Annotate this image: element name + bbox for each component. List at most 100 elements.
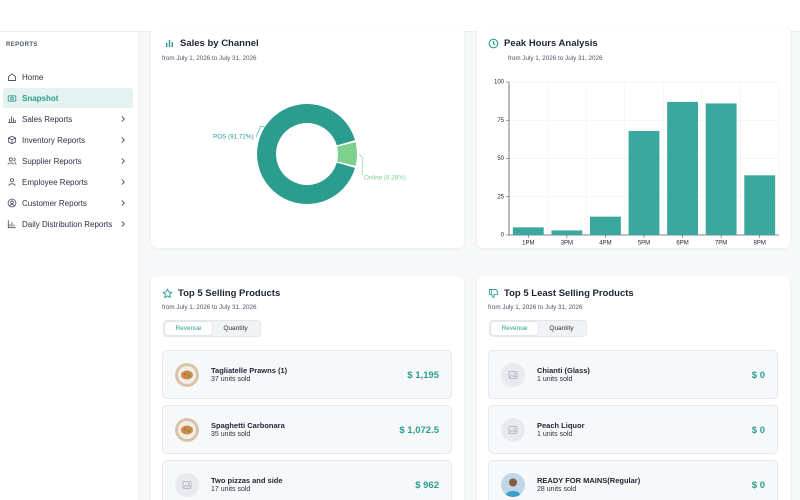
home-icon <box>7 72 17 82</box>
revenue-toggle-option[interactable]: Revenue <box>491 322 538 335</box>
sales-by-channel-title-text: Sales by Channel <box>180 38 259 49</box>
peak-hours-card: Peak Hours Analysis from July 1, 2026 to… <box>477 26 790 248</box>
product-units-sold: 17 units sold <box>211 486 251 493</box>
y-tick-label: 25 <box>497 194 504 200</box>
sidebar-item-label: Inventory Reports <box>22 135 86 145</box>
sidebar-item-snapshot[interactable]: Snapshot <box>3 88 133 108</box>
sales-by-channel-title: Sales by Channel <box>164 38 259 49</box>
chevron-right-icon <box>119 114 127 124</box>
bar-7pm[interactable] <box>705 103 737 235</box>
revenue-toggle-option[interactable]: Revenue <box>165 322 212 335</box>
least-selling-title-text: Top 5 Least Selling Products <box>504 288 634 299</box>
sidebar-item-home[interactable]: Home <box>3 67 133 87</box>
product-name: Peach Liquor <box>537 421 585 430</box>
x-tick-label: 8PM <box>754 241 766 247</box>
chevron-right-icon <box>119 156 127 166</box>
product-units-sold: 1 units sold <box>537 376 573 383</box>
sidebar-item-customer-reports[interactable]: Customer Reports <box>3 193 133 213</box>
bar-3pm[interactable] <box>551 230 583 235</box>
user-group-icon <box>7 177 17 187</box>
sidebar-item-label: Customer Reports <box>22 198 87 208</box>
camera-icon <box>7 93 17 103</box>
peak-hours-subtitle: from July 1, 2026 to July 31, 2026 <box>508 55 603 62</box>
sidebar-item-label: Daily Distribution Reports <box>22 219 113 229</box>
product-revenue: $ 1,195 <box>407 370 439 381</box>
sidebar-item-label: Snapshot <box>22 93 59 103</box>
quantity-toggle-option[interactable]: Quantity <box>223 325 248 332</box>
y-tick-label: 50 <box>497 156 504 162</box>
sidebar-item-supplier-reports[interactable]: Supplier Reports <box>3 151 133 171</box>
product-list-item[interactable]: Spaghetti Carbonara 35 units sold $ 1,072.… <box>162 405 452 454</box>
donut-label-leader-line <box>358 153 364 176</box>
thumbs-down-icon <box>488 288 499 299</box>
bar-5pm[interactable] <box>628 130 660 235</box>
top-selling-title-text: Top 5 Selling Products <box>178 288 281 299</box>
y-tick-label: 75 <box>497 118 504 124</box>
product-name: Spaghetti Carbonara <box>211 421 285 430</box>
image-placeholder-icon <box>501 363 525 387</box>
quantity-toggle-option[interactable]: Quantity <box>549 325 574 332</box>
donut-slice-pos[interactable] <box>257 104 356 204</box>
sidebar-item-daily-distribution-reports[interactable]: Daily Distribution Reports <box>3 214 133 234</box>
bar-6pm[interactable] <box>667 101 698 235</box>
bar-8pm[interactable] <box>744 175 776 235</box>
least-selling-title: Top 5 Least Selling Products <box>488 288 634 299</box>
sales-channel-donut-chart: POS (91.72%) Online (8.28%) <box>213 104 406 204</box>
least-selling-card: Top 5 Least Selling Products from July 1… <box>477 276 790 500</box>
clock-icon <box>488 38 499 49</box>
sidebar-item-label: Supplier Reports <box>22 156 82 166</box>
top-selling-card: Top 5 Selling Products from July 1, 2026… <box>151 276 464 500</box>
product-revenue: $ 0 <box>751 480 765 491</box>
product-list-item[interactable]: READY FOR MAINS(Regular) 28 units sold $ 0 <box>488 460 778 500</box>
least-selling-subtitle: from July 1, 2026 to July 31, 2026 <box>488 304 583 311</box>
y-tick-label: 0 <box>501 233 505 239</box>
product-revenue: $ 0 <box>751 425 765 436</box>
x-tick-label: 6PM <box>676 241 688 247</box>
product-name: Two pizzas and side <box>211 476 283 485</box>
star-icon <box>162 288 173 299</box>
peak-hours-title: Peak Hours Analysis <box>488 38 598 49</box>
sidebar-section-label: REPORTS <box>6 42 38 48</box>
bar-1pm[interactable] <box>512 227 544 235</box>
product-name: Chianti (Glass) <box>537 366 590 375</box>
bar-4pm[interactable] <box>590 216 621 235</box>
least-selling-toggle: Revenue Quantity <box>489 320 587 337</box>
sidebar-item-label: Employee Reports <box>22 177 88 187</box>
donut-label-leader-line <box>255 125 265 138</box>
top-selling-toggle: Revenue Quantity <box>163 320 261 337</box>
donut-slice-label: POS (91.72%) <box>213 134 254 141</box>
product-units-sold: 28 units sold <box>537 486 577 493</box>
chevron-right-icon <box>119 135 127 145</box>
product-list-item[interactable]: Two pizzas and side 17 units sold $ 962 <box>162 460 452 500</box>
sidebar-item-sales-reports[interactable]: Sales Reports <box>3 109 133 129</box>
sidebar: REPORTS Home Snapshot Sales Reports Invento… <box>0 32 139 500</box>
sidebar-item-label: Sales Reports <box>22 114 73 124</box>
product-thumbnail <box>175 418 199 442</box>
chart-icon <box>7 219 17 229</box>
chevron-right-icon <box>119 219 127 229</box>
top-selling-title: Top 5 Selling Products <box>162 288 280 299</box>
sidebar-item-label: Home <box>22 72 44 82</box>
bar-chart-icon <box>7 114 17 124</box>
x-tick-label: 4PM <box>599 241 611 247</box>
product-name: READY FOR MAINS(Regular) <box>537 476 641 485</box>
donut-slice-label: Online (8.28%) <box>364 175 406 182</box>
donut-slice-online[interactable] <box>337 142 357 166</box>
product-list-item[interactable]: Chianti (Glass) 1 units sold $ 0 <box>488 350 778 399</box>
sidebar-item-employee-reports[interactable]: Employee Reports <box>3 172 133 192</box>
product-list-item[interactable]: Peach Liquor 1 units sold $ 0 <box>488 405 778 454</box>
x-tick-label: 3PM <box>561 241 573 247</box>
chevron-right-icon <box>119 177 127 187</box>
sales-by-channel-subtitle: from July 1, 2026 to July 31, 2026 <box>162 55 257 62</box>
product-units-sold: 35 units sold <box>211 431 251 438</box>
chevron-right-icon <box>119 198 127 208</box>
sidebar-item-inventory-reports[interactable]: Inventory Reports <box>3 130 133 150</box>
sales-by-channel-card: Sales by Channel from July 1, 2026 to Ju… <box>151 26 464 248</box>
box-icon <box>7 135 17 145</box>
users-icon <box>7 156 17 166</box>
peak-hours-bar-chart: 0 25 50 75 100 1PM 3PM 4PM 5PM 6PM 7PM 8PM <box>494 80 780 247</box>
product-list-item[interactable]: Tagliatelle Prawns (1) 37 units sold $ 1,1… <box>162 350 452 399</box>
product-revenue: $ 0 <box>751 370 765 381</box>
product-revenue: $ 1,072.5 <box>399 425 439 436</box>
product-revenue: $ 962 <box>415 480 439 491</box>
